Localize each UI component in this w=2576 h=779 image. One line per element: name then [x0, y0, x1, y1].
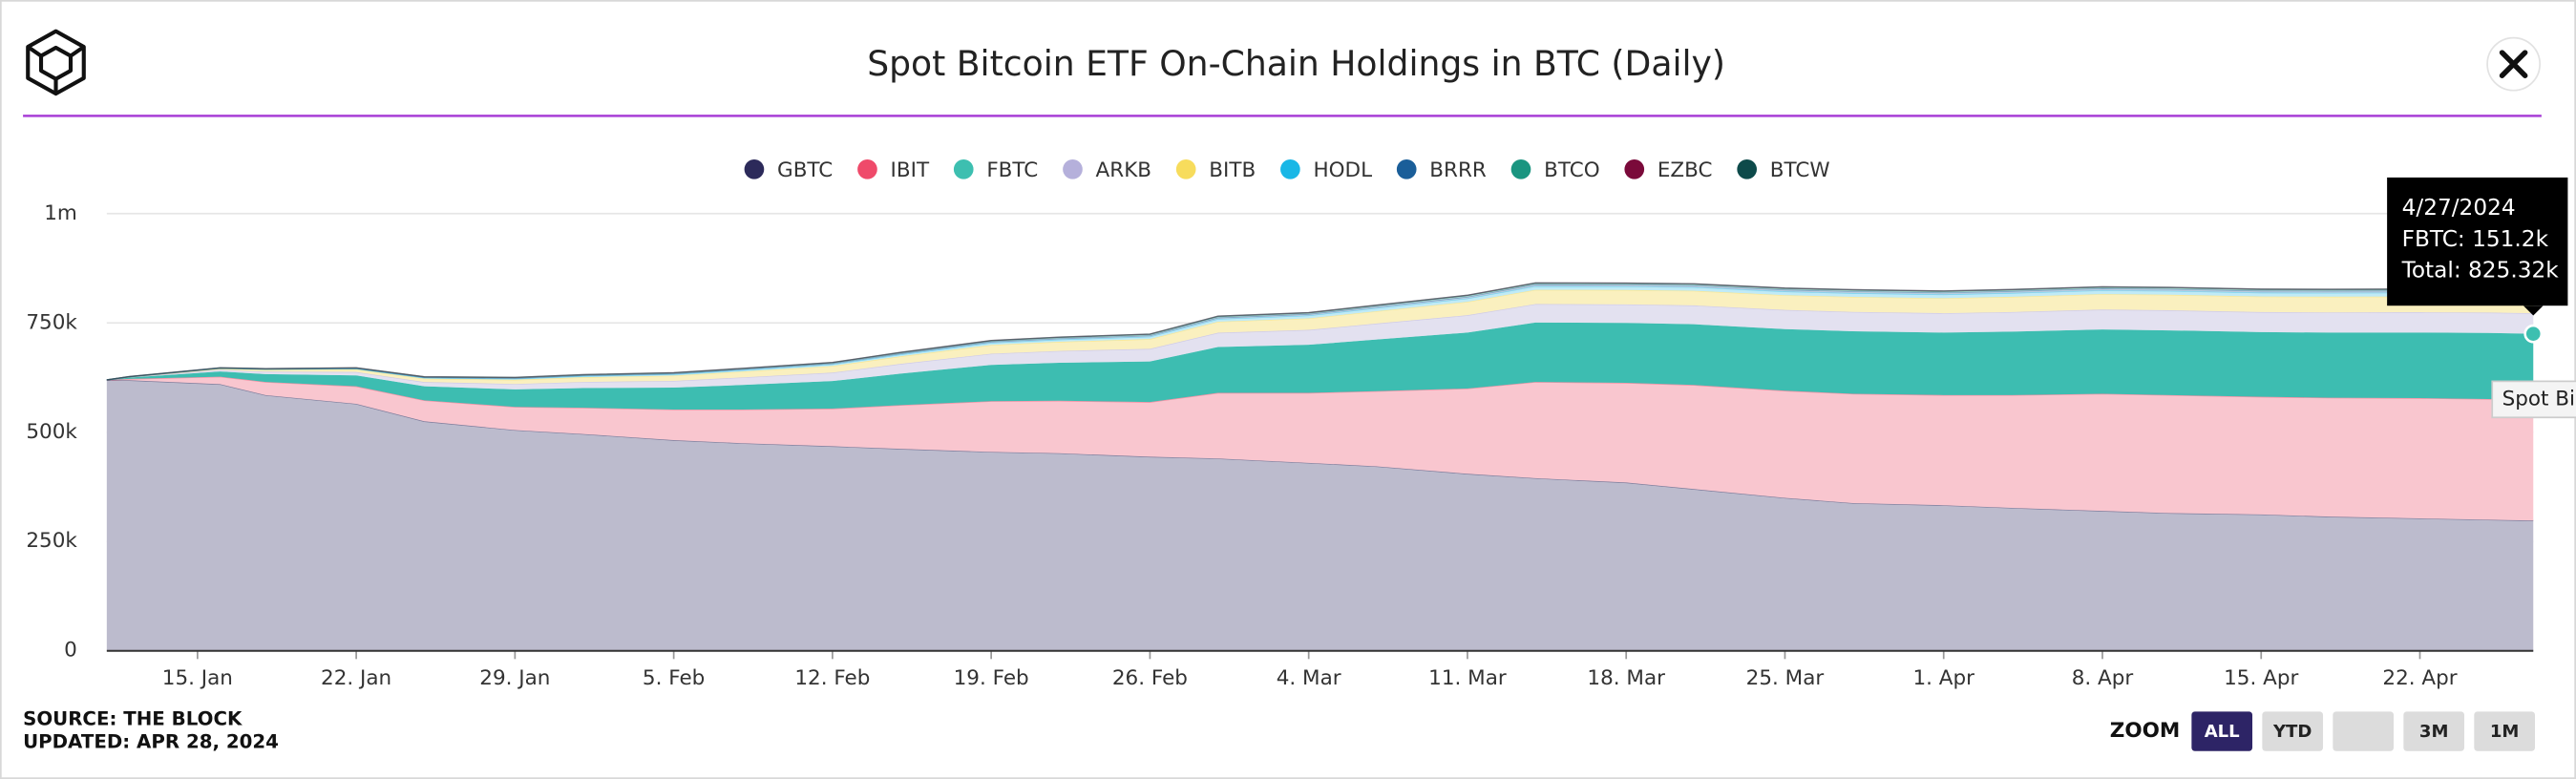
legend-label: IBIT [891, 158, 930, 182]
x-tick-label: 22. Apr [2382, 666, 2457, 690]
legend-item[interactable]: HODL [1280, 158, 1372, 182]
tooltip-secondary-box [2491, 380, 2576, 419]
tooltip-total: Total: 825.32k [2401, 258, 2560, 284]
y-tick-label: 500k [26, 420, 77, 444]
tooltip-series: FBTC: 151.2k [2402, 226, 2549, 252]
legend-marker [1175, 158, 1196, 179]
x-tick-label: 18. Mar [1587, 666, 1665, 690]
legend-item[interactable]: BITB [1175, 158, 1256, 182]
area [106, 380, 2534, 651]
legend-label: BTCW [1770, 158, 1830, 182]
legend-item[interactable]: BTCO [1510, 158, 1600, 182]
zoom-buttons: ALL YTD 3M 1M [2191, 711, 2535, 751]
legend-item[interactable]: FBTC [953, 158, 1038, 182]
tooltip-box [2387, 177, 2568, 306]
legend-label: BITB [1209, 158, 1256, 182]
legend-item[interactable]: ARKB [1063, 158, 1151, 182]
area [106, 285, 2534, 380]
legend-marker [744, 158, 765, 179]
source: SOURCE: THE BLOCK [23, 708, 243, 730]
legend-marker [1737, 158, 1757, 179]
tooltip-pointer [2523, 305, 2544, 316]
close-button[interactable] [2486, 36, 2542, 92]
zoom-button-text[interactable]: ALL [2205, 722, 2240, 742]
legend-marker [857, 158, 877, 179]
zoom-button[interactable]: 3M [2403, 711, 2464, 751]
y-tick-label: 1m [44, 201, 77, 225]
legend-marker [1063, 158, 1083, 179]
x-tick-label: 15. Apr [2224, 666, 2298, 690]
zoom-button-blank[interactable] [2333, 711, 2395, 751]
x-tick-label: 15. Jan [162, 666, 233, 690]
zoom-button-text[interactable]: 1M [2490, 722, 2520, 742]
x-tick-label: 8. Apr [2072, 666, 2134, 690]
y-tick-label: 0 [64, 639, 77, 663]
x-tick-label: 29. Jan [479, 666, 550, 690]
logo [26, 29, 86, 96]
legend-label: BTCO [1544, 158, 1600, 182]
x-tick-label: 25. Mar [1746, 666, 1825, 690]
zoom-button-bg[interactable] [2262, 711, 2324, 751]
zoom-button[interactable]: ALL [2191, 711, 2253, 751]
y-tick-label: 250k [26, 529, 77, 553]
legend-item[interactable]: EZBC [1624, 158, 1713, 182]
zoom-button-bg[interactable] [2191, 711, 2253, 751]
legend-label: HODL [1313, 158, 1372, 182]
area-layer [106, 282, 2534, 651]
tooltip: 4/27/2024 FBTC: 151.2k Total: 825.32k [2387, 177, 2568, 316]
x-tick-label: 22. Jan [321, 666, 391, 690]
legend-marker [1624, 158, 1645, 179]
zoom-button-bg[interactable] [2403, 711, 2464, 751]
x-tick-label: 11. Mar [1428, 666, 1507, 690]
x-tick-label: 19. Feb [954, 666, 1029, 690]
tooltip-secondary: Spot Bi [2491, 380, 2576, 419]
x-tick-label: 5. Feb [643, 666, 705, 690]
hover-marker [2523, 324, 2544, 344]
area [106, 376, 2534, 521]
legend-marker [1280, 158, 1300, 179]
legend-label: GBTC [777, 158, 833, 182]
area [106, 304, 2534, 390]
zoom-button-bg[interactable] [2474, 711, 2535, 751]
legend-marker [1396, 158, 1417, 179]
y-tick-label: 750k [26, 310, 77, 334]
tooltip-date: 4/27/2024 [2402, 195, 2516, 221]
zoom-button-text[interactable]: 3M [2419, 722, 2449, 742]
x-tick-label: 12. Feb [794, 666, 870, 690]
x-tick-label: 26. Feb [1112, 666, 1188, 690]
x-tick-label: 4. Mar [1277, 666, 1341, 690]
axis-layer: 0 250k 500k 750k 1m 15. Jan 22. Jan 29. Jan 5. F… [26, 201, 2534, 690]
tooltip-secondary-text: Spot Bi [2502, 387, 2575, 411]
legend-label: ARKB [1096, 158, 1151, 182]
legend-label: FBTC [986, 158, 1038, 182]
legend-item[interactable]: GBTC [744, 158, 834, 182]
zoom-button[interactable]: 1M [2474, 711, 2535, 751]
legend-item[interactable]: IBIT [857, 158, 930, 182]
legend: GBTC IBIT FBTC ARKB BITB HODL BRRR BTCO EZBC BTCW [744, 158, 1830, 182]
area [106, 289, 2534, 385]
zoom-label: ZOOM [2110, 719, 2181, 743]
chart-title: Spot Bitcoin ETF On-Chain Holdings in BT… [867, 43, 1725, 84]
area-edge [106, 282, 2534, 381]
legend-item[interactable]: BTCW [1737, 158, 1830, 182]
legend-label: BRRR [1429, 158, 1487, 182]
legend-item[interactable]: BRRR [1396, 158, 1487, 182]
area [106, 322, 2534, 410]
legend-label: EZBC [1658, 158, 1713, 182]
area-edge [106, 282, 2534, 381]
legend-marker [953, 158, 974, 179]
zoom-button-text[interactable]: YTD [2272, 722, 2312, 742]
x-tick-label: 1. Apr [1912, 666, 1974, 690]
updated: UPDATED: APR 28, 2024 [23, 731, 279, 753]
zoom-button[interactable]: YTD [2262, 711, 2324, 751]
legend-marker [1510, 158, 1531, 179]
